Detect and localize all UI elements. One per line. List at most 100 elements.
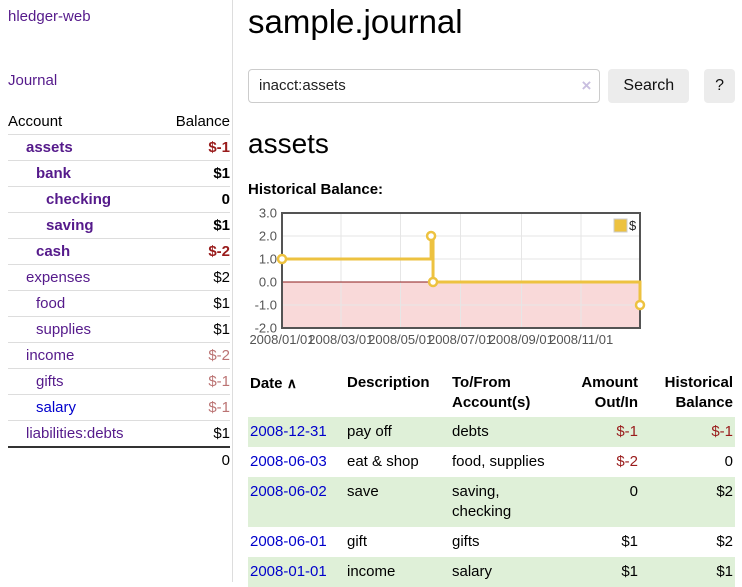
accounts-header-account: Account (8, 113, 63, 130)
account-link[interactable]: food (36, 295, 66, 312)
register-balance: $2 (716, 533, 733, 551)
account-link[interactable]: liabilities:debts (26, 425, 124, 442)
accounts-header-balance: Balance (175, 113, 230, 130)
main-panel: sample.journal × Search ? assets Histori… (233, 0, 742, 587)
account-heading: assets (248, 127, 329, 159)
historical-balance-chart: $3.0 2.0 1.0 0.0 -1.0 -2.0 2008/01/01 2008/03/0… (248, 205, 735, 352)
help-button[interactable]: ? (704, 68, 735, 103)
svg-text:2008/11/01: 2008/11/01 (549, 332, 613, 347)
accounts-total-value: 0 (221, 452, 230, 469)
register-date-link[interactable]: 2008-06-02 (250, 483, 327, 501)
account-row: liabilities:debts $1 (8, 420, 230, 448)
svg-text:2.0: 2.0 (259, 229, 277, 244)
accounts-total-row: 0 (8, 447, 230, 473)
register-amount: $-1 (616, 423, 638, 441)
register-accounts: food, supplies (452, 453, 545, 471)
account-row: assets $-1 (8, 134, 230, 161)
register-balance: $2 (716, 483, 733, 501)
account-row: saving $1 (8, 212, 230, 239)
account-link[interactable]: income (26, 347, 75, 364)
register-header-row: Date ∧ Description To/From Account(s) Am… (248, 369, 735, 417)
register-description: pay off (347, 423, 392, 441)
register-date-link[interactable]: 2008-06-03 (250, 453, 327, 471)
register-balance: 0 (724, 453, 733, 471)
account-balance: $1 (213, 425, 230, 442)
register-row: 2008-06-03 eat & shop food, supplies $-2 0 (248, 447, 735, 477)
account-balance: $-1 (208, 139, 230, 156)
register-date-link[interactable]: 2008-12-31 (250, 423, 327, 441)
register-amount: $-2 (616, 453, 638, 471)
sidebar: hledger-web Journal Account Balance asse… (0, 0, 233, 582)
register-row: 2008-12-31 pay off debts $-1 $-1 (248, 417, 735, 448)
svg-text:-1.0: -1.0 (255, 298, 277, 313)
register-date-link[interactable]: 2008-01-01 (250, 563, 327, 581)
account-balance: $1 (213, 217, 230, 234)
register-amount: 0 (629, 483, 638, 501)
register-date-link[interactable]: 2008-06-01 (250, 533, 327, 551)
account-link[interactable]: saving (46, 217, 94, 234)
search-form: × Search ? (248, 68, 735, 103)
account-row: salary $-1 (8, 394, 230, 421)
accounts-header-row: Account Balance (8, 109, 230, 135)
register-accounts: salary (452, 563, 493, 581)
register-accounts: saving, checking (452, 483, 512, 521)
register-row: 2008-06-02 save saving, checking 0 $2 (248, 477, 735, 528)
svg-text:2008/09/01: 2008/09/01 (489, 332, 554, 347)
svg-text:2008/03/01: 2008/03/01 (308, 332, 373, 347)
register-description: gift (347, 533, 368, 551)
brand-link[interactable]: hledger-web (8, 8, 91, 25)
legend-swatch (613, 218, 628, 233)
register-description: income (347, 563, 396, 581)
page-title: sample.journal (248, 3, 463, 40)
account-balance: $-2 (208, 243, 230, 260)
account-link[interactable]: expenses (26, 269, 91, 286)
account-row: cash $-2 (8, 238, 230, 265)
register-row: 2008-06-01 gift gifts $1 $2 (248, 527, 735, 557)
svg-text:-2.0: -2.0 (255, 321, 277, 336)
clear-search-icon[interactable]: × (581, 75, 592, 95)
account-balance: $2 (213, 269, 230, 286)
legend-label: $ (629, 218, 637, 233)
svg-text:2008/01/01: 2008/01/01 (249, 332, 314, 347)
account-link[interactable]: cash (36, 243, 71, 260)
account-balance: $1 (213, 165, 230, 182)
account-link[interactable]: assets (26, 139, 73, 156)
account-row: supplies $1 (8, 316, 230, 343)
search-button[interactable]: Search (608, 68, 690, 103)
account-balance: $-2 (208, 347, 230, 364)
account-balance: $-1 (208, 373, 230, 390)
account-row: food $1 (8, 290, 230, 317)
register-header-description: Description (347, 374, 430, 392)
register-balance: $1 (716, 563, 733, 581)
account-row: gifts $-1 (8, 368, 230, 395)
account-link[interactable]: salary (36, 399, 77, 416)
register-amount: $1 (621, 563, 638, 581)
account-link[interactable]: supplies (36, 321, 92, 338)
sort-ascending-icon: ∧ (286, 375, 297, 392)
account-row: checking 0 (8, 186, 230, 213)
register-row: 2008-01-01 income salary $1 $1 (248, 557, 735, 587)
account-link[interactable]: gifts (36, 373, 64, 390)
register-header-amount: Amount Out/In (581, 374, 638, 412)
svg-text:0.0: 0.0 (259, 275, 277, 290)
account-balance: $-1 (208, 399, 230, 416)
svg-text:2008/05/01: 2008/05/01 (368, 332, 433, 347)
register-table: Date ∧ Description To/From Account(s) Am… (248, 369, 735, 587)
account-row: bank $1 (8, 160, 230, 187)
sidebar-item-journal[interactable]: Journal (8, 72, 58, 89)
register-description: save (347, 483, 379, 501)
account-balance: $1 (213, 295, 230, 312)
svg-text:3.0: 3.0 (259, 206, 277, 221)
chart-title: Historical Balance: (248, 181, 384, 199)
account-link[interactable]: bank (36, 165, 72, 182)
svg-text:1.0: 1.0 (259, 252, 277, 267)
register-accounts: debts (452, 423, 489, 441)
search-input[interactable] (248, 68, 601, 103)
account-link[interactable]: checking (46, 191, 112, 208)
search-field-wrap: × (248, 68, 601, 103)
register-header-date[interactable]: Date ∧ (250, 375, 297, 393)
register-header-balance: Historical Balance (664, 374, 733, 412)
account-row: expenses $2 (8, 264, 230, 291)
register-description: eat & shop (347, 453, 419, 471)
accounts-table: Account Balance assets $-1 bank $1 checking 0… (8, 109, 230, 473)
